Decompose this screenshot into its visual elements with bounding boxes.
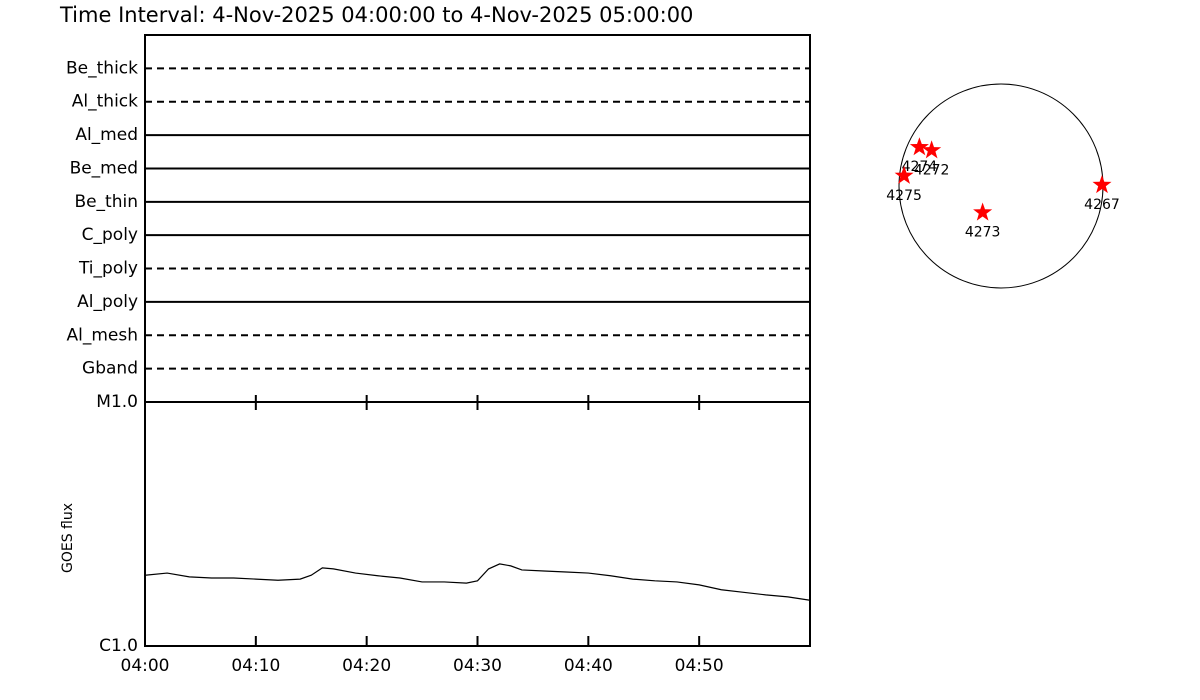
goes-curve xyxy=(144,563,811,601)
row-label: Al_med xyxy=(75,125,138,145)
row-label: Be_med xyxy=(70,158,138,178)
active-region-label: 4275 xyxy=(886,188,922,204)
x-tick-label: 04:30 xyxy=(453,656,502,676)
active-region-label: 4273 xyxy=(965,225,1001,241)
row-label: Be_thin xyxy=(74,192,138,212)
x-tick-label: 04:00 xyxy=(121,656,170,676)
y-tick-label: M1.0 xyxy=(96,392,138,412)
active-region-star xyxy=(1092,175,1112,194)
active-region-star xyxy=(973,202,993,221)
active-region-star xyxy=(909,137,929,156)
row-label: Ti_poly xyxy=(78,259,138,279)
active-region-label: 4274 xyxy=(902,159,938,175)
chart-title: Time Interval: 4-Nov-2025 04:00:00 to 4-… xyxy=(59,3,693,27)
row-label: Be_thick xyxy=(66,58,138,78)
x-tick-label: 04:40 xyxy=(564,656,613,676)
active-region-label: 4267 xyxy=(1084,197,1120,213)
row-label: Gband xyxy=(82,359,138,379)
active-region-label: 4272 xyxy=(914,162,950,178)
x-tick-label: 04:10 xyxy=(231,656,280,676)
x-tick-label: 04:20 xyxy=(342,656,391,676)
x-tick-label: 04:50 xyxy=(675,656,724,676)
row-label: C_poly xyxy=(82,225,138,245)
y-tick-label: C1.0 xyxy=(99,636,138,656)
row-label: Al_thick xyxy=(72,92,138,112)
active-region-star xyxy=(894,165,914,184)
row-label: Al_mesh xyxy=(66,325,138,345)
y-axis-label: GOES flux xyxy=(60,503,76,573)
active-region-star xyxy=(922,140,942,159)
row-label: Al_poly xyxy=(77,292,138,312)
